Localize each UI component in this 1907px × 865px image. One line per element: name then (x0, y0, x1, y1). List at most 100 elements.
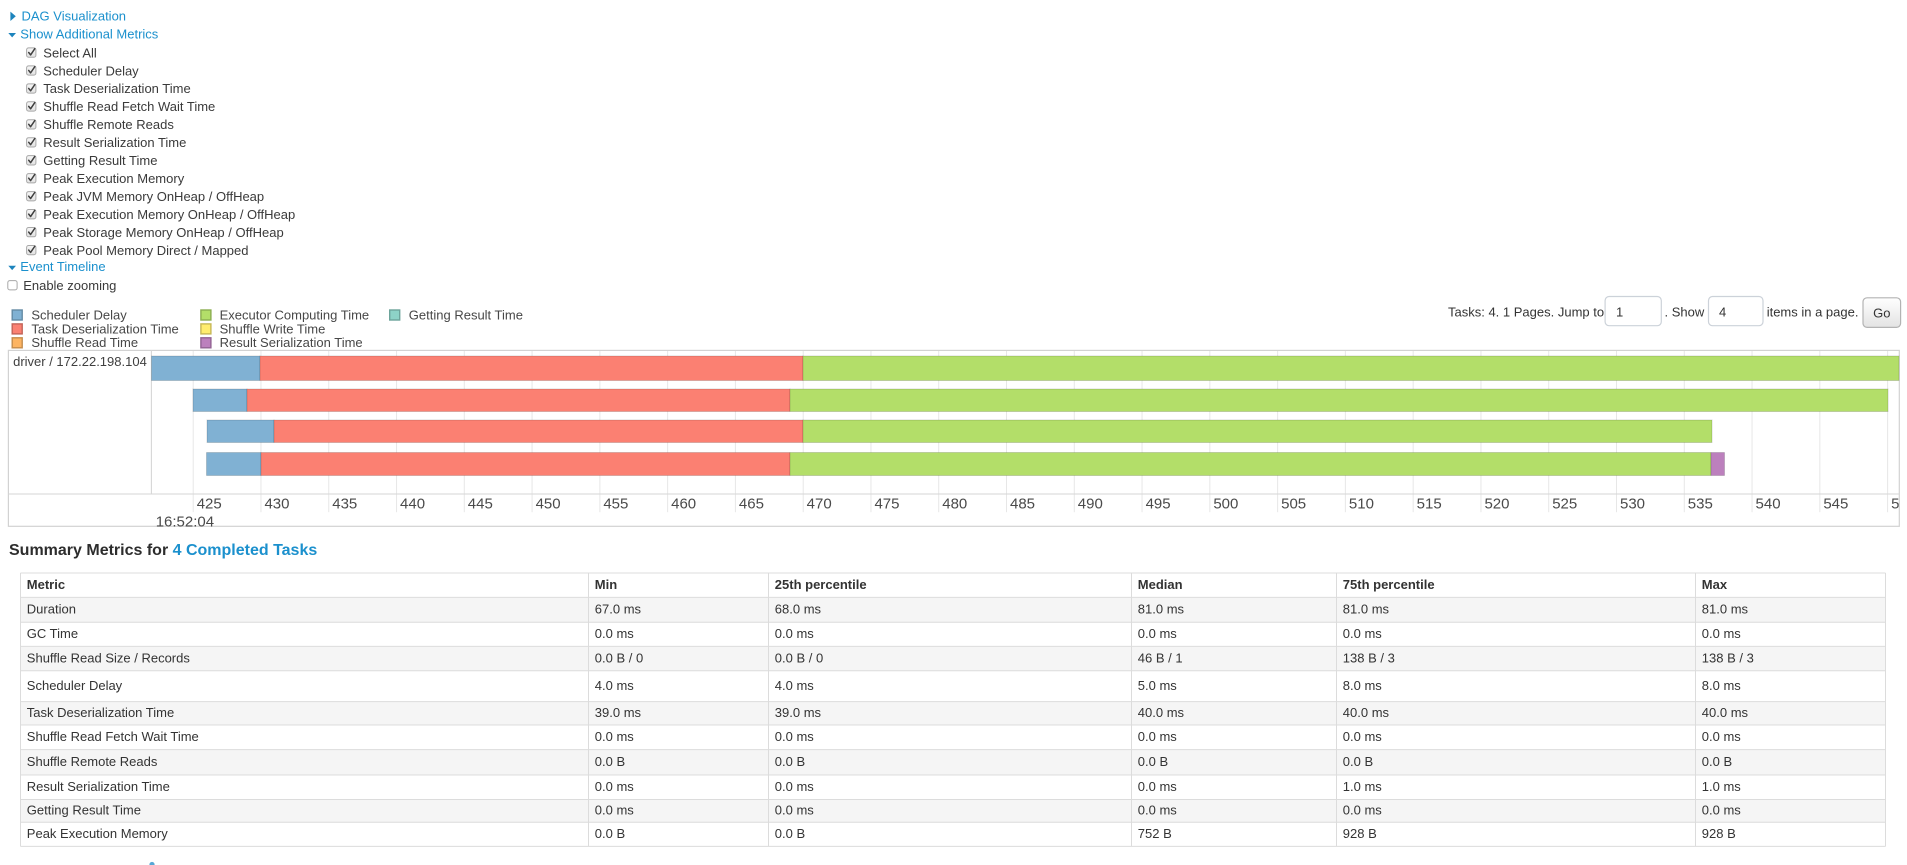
svg-text:450: 450 (536, 495, 561, 512)
svg-text:8.0 ms: 8.0 ms (1702, 678, 1742, 693)
svg-text:Event Timeline: Event Timeline (20, 259, 105, 274)
svg-text:16:52:04: 16:52:04 (156, 513, 214, 530)
svg-text:Duration: Duration (27, 602, 76, 617)
svg-text:Shuffle Remote Reads: Shuffle Remote Reads (43, 117, 174, 132)
svg-text:0.0 ms: 0.0 ms (1138, 626, 1178, 641)
svg-text:928 B: 928 B (1343, 826, 1377, 841)
svg-text:515: 515 (1417, 495, 1442, 512)
svg-text:4.0 ms: 4.0 ms (595, 678, 635, 693)
svg-text:Median: Median (1138, 577, 1183, 592)
svg-text:Peak Pool Memory Direct / Mapp: Peak Pool Memory Direct / Mapped (43, 243, 248, 258)
svg-text:81.0 ms: 81.0 ms (1702, 602, 1749, 617)
svg-text:0.0 ms: 0.0 ms (595, 729, 635, 744)
svg-text:435: 435 (332, 495, 357, 512)
svg-text:1: 1 (1616, 305, 1623, 320)
svg-text:525: 525 (1552, 495, 1577, 512)
svg-text:500: 500 (1213, 495, 1238, 512)
svg-text:928 B: 928 B (1702, 826, 1736, 841)
svg-text:0.0 ms: 0.0 ms (1343, 803, 1383, 818)
svg-text:0.0 B: 0.0 B (1343, 754, 1373, 769)
svg-text:0.0 B / 0: 0.0 B / 0 (775, 650, 823, 665)
svg-text:0.0 B: 0.0 B (1702, 754, 1732, 769)
svg-text:Result Serialization Time: Result Serialization Time (220, 335, 363, 350)
svg-text:Min: Min (595, 577, 617, 592)
svg-text:0.0 ms: 0.0 ms (1138, 803, 1178, 818)
svg-text:Shuffle Remote Reads: Shuffle Remote Reads (27, 754, 158, 769)
svg-text:0.0 ms: 0.0 ms (1702, 626, 1742, 641)
svg-text:4.0 ms: 4.0 ms (775, 678, 815, 693)
svg-text:Result Serialization Time: Result Serialization Time (43, 135, 186, 150)
svg-text:Task Deserialization Time: Task Deserialization Time (27, 705, 174, 720)
svg-text:1.0 ms: 1.0 ms (1702, 779, 1742, 794)
svg-text:550: 550 (1891, 495, 1907, 512)
svg-text:. Show: . Show (1665, 304, 1705, 319)
svg-text:Peak Execution Memory: Peak Execution Memory (43, 171, 184, 186)
svg-text:535: 535 (1688, 495, 1713, 512)
svg-text:752 B: 752 B (1138, 826, 1172, 841)
svg-text:440: 440 (400, 495, 425, 512)
svg-text:Peak Execution Memory: Peak Execution Memory (27, 826, 168, 841)
svg-text:81.0 ms: 81.0 ms (1138, 602, 1185, 617)
svg-text:items in a page.: items in a page. (1767, 304, 1859, 319)
svg-text:39.0 ms: 39.0 ms (595, 705, 642, 720)
svg-text:46 B / 1: 46 B / 1 (1138, 650, 1183, 665)
svg-text:5.0 ms: 5.0 ms (1138, 678, 1178, 693)
svg-text:0.0 ms: 0.0 ms (1343, 729, 1383, 744)
svg-text:Shuffle Write Time: Shuffle Write Time (220, 321, 326, 336)
svg-text:465: 465 (739, 495, 764, 512)
svg-text:Peak Execution Memory OnHeap /: Peak Execution Memory OnHeap / OffHeap (43, 207, 295, 222)
svg-text:505: 505 (1281, 495, 1306, 512)
svg-text:510: 510 (1349, 495, 1374, 512)
svg-text:0.0 ms: 0.0 ms (1702, 729, 1742, 744)
svg-text:Max: Max (1702, 577, 1728, 592)
svg-text:0.0 ms: 0.0 ms (1702, 803, 1742, 818)
svg-text:8.0 ms: 8.0 ms (1343, 678, 1383, 693)
svg-text:Shuffle Read Fetch Wait Time: Shuffle Read Fetch Wait Time (27, 729, 199, 744)
svg-text:Go: Go (1873, 305, 1890, 320)
svg-text:0.0 B: 0.0 B (595, 826, 625, 841)
svg-text:Getting Result Time: Getting Result Time (27, 803, 141, 818)
svg-text:445: 445 (468, 495, 493, 512)
svg-text:Getting Result Time: Getting Result Time (409, 307, 523, 322)
svg-text:Scheduler Delay: Scheduler Delay (31, 307, 127, 322)
svg-text:425: 425 (197, 495, 222, 512)
svg-text:Result Serialization Time: Result Serialization Time (27, 779, 170, 794)
svg-text:0.0 ms: 0.0 ms (1138, 729, 1178, 744)
svg-text:Scheduler Delay: Scheduler Delay (27, 678, 123, 693)
svg-text:1.0 ms: 1.0 ms (1343, 779, 1383, 794)
svg-text:Shuffle Read Time: Shuffle Read Time (31, 335, 138, 350)
svg-text:0.0 ms: 0.0 ms (775, 729, 815, 744)
svg-text:0.0 ms: 0.0 ms (595, 626, 635, 641)
svg-text:430: 430 (264, 495, 289, 512)
svg-text:455: 455 (603, 495, 628, 512)
svg-text:Show Additional Metrics: Show Additional Metrics (20, 26, 159, 41)
svg-text:81.0 ms: 81.0 ms (1343, 602, 1390, 617)
svg-text:driver / 172.22.198.104: driver / 172.22.198.104 (13, 354, 147, 369)
svg-text:0.0 B: 0.0 B (595, 754, 625, 769)
svg-text:0.0 B: 0.0 B (775, 754, 805, 769)
svg-text:Summary Metrics for 4 Complete: Summary Metrics for 4 Completed Tasks (9, 542, 317, 559)
svg-text:138 B / 3: 138 B / 3 (1702, 650, 1754, 665)
svg-text:DAG Visualization: DAG Visualization (22, 9, 127, 24)
svg-text:Peak Storage Memory OnHeap / O: Peak Storage Memory OnHeap / OffHeap (43, 225, 283, 240)
svg-text:0.0 ms: 0.0 ms (775, 803, 815, 818)
svg-text:470: 470 (807, 495, 832, 512)
svg-text:460: 460 (671, 495, 696, 512)
svg-text:67.0 ms: 67.0 ms (595, 602, 642, 617)
svg-text:GC Time: GC Time (27, 626, 78, 641)
svg-text:0.0 B: 0.0 B (775, 826, 805, 841)
svg-text:Select All: Select All (43, 45, 97, 60)
svg-text:Getting Result Time: Getting Result Time (43, 153, 157, 168)
svg-text:25th percentile: 25th percentile (775, 577, 867, 592)
svg-text:Scheduler Delay: Scheduler Delay (43, 63, 139, 78)
svg-text:530: 530 (1620, 495, 1645, 512)
svg-text:540: 540 (1756, 495, 1781, 512)
svg-text:Shuffle Read Size / Records: Shuffle Read Size / Records (27, 650, 191, 665)
svg-text:40.0 ms: 40.0 ms (1343, 705, 1390, 720)
svg-text:0.0 ms: 0.0 ms (775, 779, 815, 794)
svg-text:40.0 ms: 40.0 ms (1702, 705, 1749, 720)
svg-text:480: 480 (942, 495, 967, 512)
svg-text:4: 4 (1719, 305, 1726, 320)
svg-text:138 B / 3: 138 B / 3 (1343, 650, 1395, 665)
svg-text:Shuffle Read Fetch Wait Time: Shuffle Read Fetch Wait Time (43, 99, 215, 114)
